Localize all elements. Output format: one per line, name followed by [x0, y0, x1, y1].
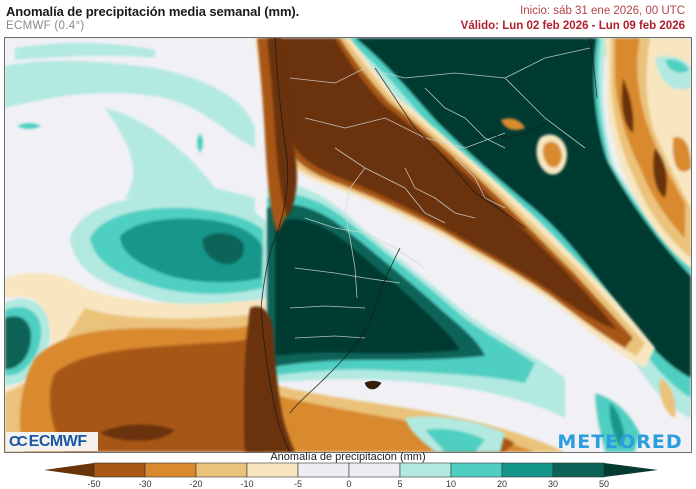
meteored-logo: METEORED	[550, 430, 690, 453]
map-canvas	[5, 38, 691, 452]
valid-period: Válido: Lun 02 feb 2026 - Lun 09 feb 202…	[460, 20, 685, 32]
ecmwf-mark-icon: CC	[9, 433, 28, 450]
tick-label: 50	[598, 479, 610, 489]
colorbar-ticks: -50 -30 -20 -10 -5 0 5 10 20 30 50	[0, 479, 696, 489]
ecmwf-logo: CC ECMWF	[6, 432, 98, 451]
meteored-logo-text: METEORED	[557, 430, 683, 453]
colorbar-label: Anomalía de precipitación (mm)	[270, 451, 426, 463]
tick-label: 30	[547, 479, 559, 489]
tick-label: -50	[87, 479, 101, 489]
tick-label: 20	[496, 479, 508, 489]
tick-label: -20	[189, 479, 203, 489]
ecmwf-logo-text: ECMWF	[28, 432, 87, 450]
model-label: ECMWF (0.4°)	[6, 20, 85, 32]
tick-label: -5	[293, 479, 303, 489]
init-time: Inicio: sáb 31 ene 2026, 00 UTC	[520, 5, 685, 17]
tick-label: -10	[240, 479, 254, 489]
colorbar	[44, 462, 658, 478]
chart-title: Anomalía de precipitación media semanal …	[6, 4, 300, 19]
tick-label: -30	[138, 479, 152, 489]
tick-label: 5	[397, 479, 403, 489]
precipitation-anomaly-map: CC ECMWF METEORED	[4, 37, 692, 453]
tick-label: 0	[346, 479, 352, 489]
tick-label: 10	[445, 479, 457, 489]
